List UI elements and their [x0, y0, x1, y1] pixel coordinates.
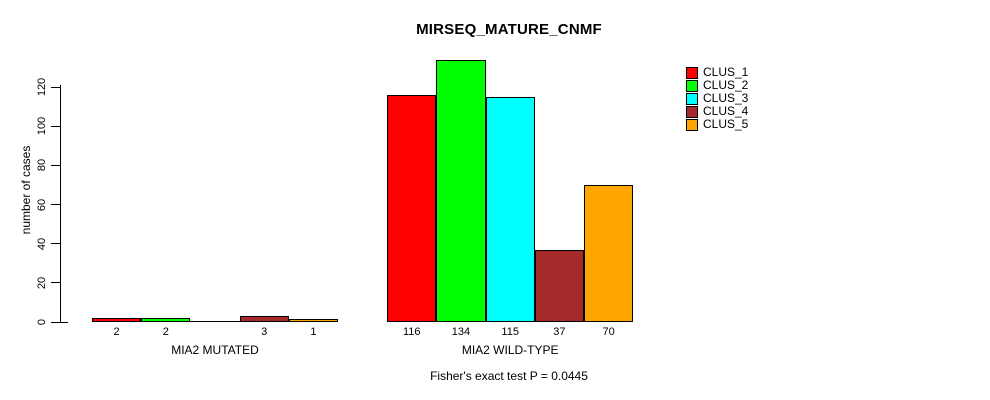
y-tick-label: 60 [36, 198, 48, 211]
legend-item: CLUS_4 [686, 105, 748, 118]
legend-label: CLUS_3 [703, 91, 749, 105]
legend-item: CLUS_2 [686, 79, 748, 92]
legend-swatch [686, 66, 698, 79]
bar-value-label: 2 [162, 326, 169, 338]
y-tick-label: 20 [36, 276, 48, 289]
legend: CLUS_1 CLUS_2 CLUS_3 CLUS_4 CLUS_5 [686, 66, 748, 131]
legend-item: CLUS_3 [686, 92, 748, 105]
y-axis-label: number of cases [19, 145, 33, 235]
legend-label: CLUS_1 [703, 65, 749, 79]
footnote: Fisher's exact test P = 0.0445 [430, 369, 588, 383]
bar-value-label: 115 [501, 326, 519, 338]
y-tick-label: 120 [36, 77, 48, 97]
bar-zero [190, 321, 240, 322]
bar-value-label: 70 [602, 326, 615, 338]
y-tick [51, 86, 60, 88]
legend-item: CLUS_1 [686, 66, 748, 79]
bar [485, 96, 535, 322]
bar-value-label: 2 [113, 326, 120, 338]
y-tick [51, 321, 60, 323]
x-group-label: MIA2 MUTATED [171, 343, 259, 357]
y-tick-label: 40 [36, 237, 48, 250]
legend-label: CLUS_2 [703, 78, 749, 92]
bar [534, 249, 584, 322]
y-axis-line [60, 85, 61, 323]
chart-title: MIRSEQ_MATURE_CNMF [416, 21, 602, 38]
y-tick-label: 0 [36, 318, 48, 326]
bar [387, 94, 437, 322]
legend-swatch [686, 92, 698, 105]
bar-value-label: 134 [451, 326, 471, 338]
bar [584, 184, 634, 322]
y-tick-label: 80 [36, 159, 48, 172]
legend-swatch [686, 79, 698, 92]
bar-value-label: 37 [553, 326, 566, 338]
legend-item: CLUS_5 [686, 118, 748, 131]
bar [239, 316, 289, 322]
bar-value-label: 1 [310, 326, 317, 338]
legend-swatch [686, 105, 698, 118]
bar [288, 319, 338, 322]
x-group-label: MIA2 WILD-TYPE [461, 343, 559, 357]
legend-swatch [686, 118, 698, 131]
legend-label: CLUS_4 [703, 104, 749, 118]
bar-value-label: 116 [403, 326, 421, 338]
bar [92, 318, 142, 322]
y-tick-label: 100 [36, 116, 48, 136]
y-tick [51, 125, 60, 127]
legend-label: CLUS_5 [703, 117, 749, 131]
y-tick [51, 164, 60, 166]
y-tick [51, 204, 60, 205]
y-tick [51, 282, 60, 284]
bar [141, 318, 191, 322]
y-tick [51, 243, 60, 245]
bar [436, 59, 486, 322]
bar-value-label: 3 [261, 326, 268, 338]
x-axis-zero-stub [60, 322, 68, 323]
